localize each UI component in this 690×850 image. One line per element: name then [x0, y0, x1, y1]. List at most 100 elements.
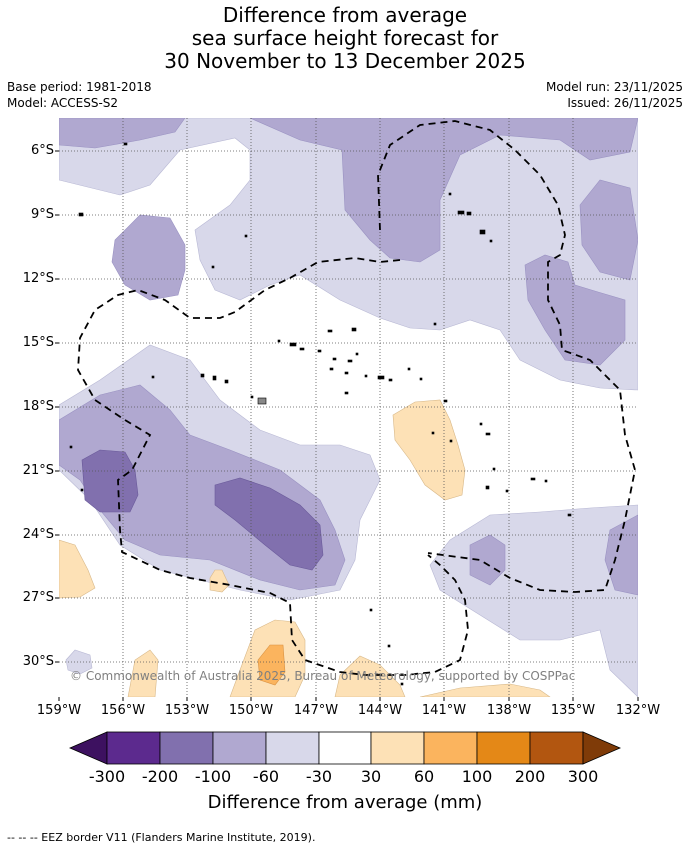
lat-label: 12°S	[22, 271, 54, 286]
island	[200, 373, 205, 378]
colorbar-tick: 60	[413, 767, 435, 786]
island	[211, 265, 215, 269]
lon-label: 138°W	[486, 703, 532, 718]
anomaly-fill-plus-60	[257, 644, 286, 686]
colorbar-tick: 30	[360, 767, 382, 786]
island	[329, 367, 334, 371]
meta-right: Model run: 23/11/2025 Issued: 26/11/2025	[546, 79, 683, 111]
island	[224, 379, 229, 384]
island	[492, 467, 496, 471]
colorbar-bin	[265, 731, 320, 765]
anomaly-fill-minus-100	[81, 449, 324, 571]
southeast-minus-60	[469, 534, 506, 586]
lon-label: 141°W	[421, 703, 467, 718]
island	[369, 608, 373, 612]
eez-central	[77, 257, 469, 676]
island	[407, 367, 411, 371]
island	[388, 378, 393, 382]
east-blob-minus-60	[524, 254, 626, 366]
central-core-minus-100	[214, 477, 324, 571]
island	[244, 234, 248, 238]
lon-label: 144°W	[357, 703, 403, 718]
island	[433, 322, 437, 326]
colorbar-bin	[106, 731, 161, 765]
title-line-2: sea surface height forecast for	[191, 26, 499, 50]
lat-label: 6°S	[30, 143, 54, 158]
island	[457, 210, 465, 215]
lat-label: 21°S	[22, 463, 54, 478]
eez-legend-note: -- -- -- EEZ border V11 (Flanders Marine…	[7, 831, 316, 844]
island	[212, 375, 217, 381]
lat-label: 27°S	[22, 590, 54, 605]
colorbar-tick: 300	[567, 767, 599, 786]
colorbar-bin	[212, 731, 267, 765]
colorbar-tick: 100	[461, 767, 493, 786]
title-line-1: Difference from average	[222, 3, 468, 27]
lat-label: 24°S	[22, 527, 54, 542]
colorbar-tick: -30	[305, 767, 333, 786]
colorbar-bin	[529, 731, 584, 765]
island	[332, 357, 337, 361]
colorbar-bin	[423, 731, 478, 765]
lon-label: 159°W	[36, 703, 82, 718]
map-plot-area	[59, 118, 638, 697]
island	[347, 359, 353, 363]
anomaly-fill-plus-30	[59, 399, 551, 697]
central-pos-30	[392, 399, 466, 501]
island	[123, 142, 128, 146]
island	[443, 399, 448, 403]
chart-title: Difference from average sea surface heig…	[0, 4, 690, 73]
west-edge-pos-30	[59, 539, 96, 599]
colorbar-extend-high	[582, 731, 622, 765]
title-line-3: 30 November to 13 December 2025	[164, 49, 526, 73]
island	[479, 229, 486, 235]
lat-label: 9°S	[30, 207, 54, 222]
colorbar-tick: -60	[252, 767, 280, 786]
south-right-pos-30	[419, 683, 551, 697]
lon-label: 156°W	[100, 703, 146, 718]
south-left-pos-30	[127, 649, 159, 697]
island	[567, 513, 572, 517]
lon-label: 150°W	[228, 703, 274, 718]
south-core-pos-60	[257, 644, 286, 686]
colorbar-label: Difference from average (mm)	[207, 792, 483, 813]
north-patch-minus-60	[59, 118, 186, 149]
island	[351, 327, 357, 332]
island	[400, 682, 404, 686]
island	[151, 375, 155, 379]
west-core-minus-100	[81, 449, 139, 513]
islands	[69, 142, 572, 686]
west-blob-minus-60	[111, 214, 186, 301]
colorbar-tick: -200	[141, 767, 179, 786]
colorbar-bin	[159, 731, 214, 765]
island	[387, 644, 391, 648]
model-name: Model: ACCESS-S2	[7, 96, 119, 110]
island	[377, 375, 385, 380]
island	[448, 192, 452, 196]
issued-date: Issued: 26/11/2025	[567, 96, 683, 110]
south-mid-pos-30	[334, 655, 406, 697]
colorbar-tick: -300	[88, 767, 126, 786]
lon-label: 135°W	[550, 703, 596, 718]
lon-label: 153°W	[164, 703, 210, 718]
colorbar-extend-low	[68, 731, 108, 765]
island	[479, 422, 483, 426]
island	[344, 391, 349, 395]
island	[364, 374, 368, 378]
island	[289, 342, 297, 347]
base-period: Base period: 1981-2018	[7, 80, 152, 94]
colorbar-tick: -100	[194, 767, 232, 786]
island	[80, 488, 84, 492]
island	[317, 349, 322, 353]
island	[485, 485, 490, 490]
east-edge-minus-60	[579, 179, 638, 281]
meta-left: Base period: 1981-2018 Model: ACCESS-S2	[7, 79, 152, 111]
copyright-notice: © Commonwealth of Australia 2025, Bureau…	[70, 669, 576, 683]
lon-label: 132°W	[615, 703, 661, 718]
island	[299, 347, 305, 351]
island	[431, 431, 435, 435]
lat-label: 15°S	[22, 335, 54, 350]
colorbar	[68, 731, 622, 765]
island	[530, 477, 536, 481]
